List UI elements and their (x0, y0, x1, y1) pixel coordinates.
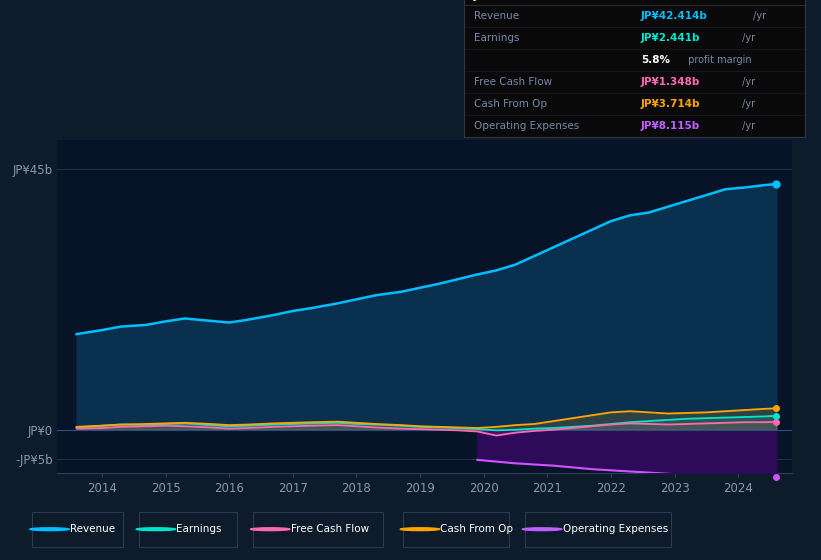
Text: Earnings: Earnings (474, 33, 520, 43)
Text: Cash From Op: Cash From Op (474, 99, 547, 109)
Text: 5.8%: 5.8% (641, 55, 670, 65)
Circle shape (250, 528, 290, 531)
Text: /yr: /yr (739, 99, 755, 109)
Text: Earnings: Earnings (177, 524, 222, 534)
Text: /yr: /yr (739, 77, 755, 87)
Text: JP¥42.414b: JP¥42.414b (641, 11, 708, 21)
Text: Revenue: Revenue (70, 524, 115, 534)
Text: JP¥3.714b: JP¥3.714b (641, 99, 700, 109)
Circle shape (30, 528, 69, 531)
Text: /yr: /yr (750, 11, 766, 21)
Text: Operating Expenses: Operating Expenses (562, 524, 667, 534)
Text: Free Cash Flow: Free Cash Flow (474, 77, 553, 87)
Text: Cash From Op: Cash From Op (440, 524, 513, 534)
Text: Revenue: Revenue (474, 11, 519, 21)
Circle shape (136, 528, 176, 531)
Text: profit margin: profit margin (685, 55, 751, 65)
Text: Operating Expenses: Operating Expenses (474, 121, 580, 131)
Circle shape (522, 528, 562, 531)
Text: Free Cash Flow: Free Cash Flow (291, 524, 369, 534)
Text: JP¥1.348b: JP¥1.348b (641, 77, 700, 87)
Text: /yr: /yr (739, 121, 755, 131)
Text: JP¥2.441b: JP¥2.441b (641, 33, 700, 43)
Text: /yr: /yr (739, 33, 755, 43)
Text: JP¥8.115b: JP¥8.115b (641, 121, 700, 131)
Circle shape (401, 528, 440, 531)
Text: Jul 31 2024: Jul 31 2024 (474, 0, 548, 1)
